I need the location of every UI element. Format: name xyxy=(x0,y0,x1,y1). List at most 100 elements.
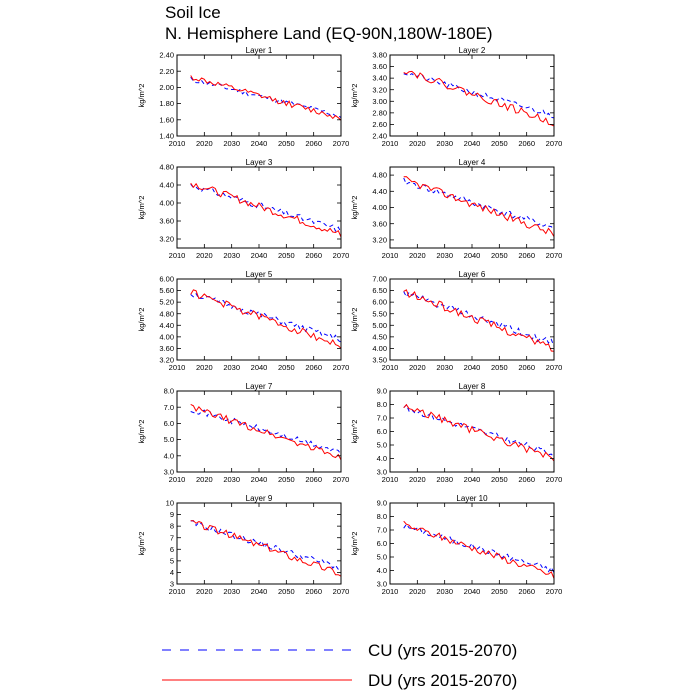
x-tick-label: 2040 xyxy=(251,587,268,596)
y-tick-label: 1.60 xyxy=(159,115,174,124)
y-tick-label: 3.0 xyxy=(377,580,387,589)
x-tick-label: 2010 xyxy=(169,475,186,484)
y-tick-label: 4.80 xyxy=(159,309,174,318)
x-tick-label: 2040 xyxy=(464,139,481,148)
x-tick-label: 2030 xyxy=(223,475,240,484)
y-tick-label: 2.00 xyxy=(159,83,174,92)
x-tick-label: 2010 xyxy=(169,251,186,260)
y-tick-label: 2.40 xyxy=(372,132,387,141)
x-tick-label: 2070 xyxy=(546,475,563,484)
y-tick-label: 7.0 xyxy=(164,403,174,412)
x-tick-label: 2070 xyxy=(333,587,350,596)
legend-label-cu: CU (yrs 2015-2070) xyxy=(368,641,517,660)
x-tick-label: 2020 xyxy=(409,139,426,148)
series-line-cu xyxy=(403,404,555,458)
series-line-cu xyxy=(403,291,555,347)
panel-title: Layer 8 xyxy=(459,382,486,391)
x-tick-label: 2010 xyxy=(169,363,186,372)
x-tick-label: 2010 xyxy=(382,251,399,260)
panel-layer-9: Layer 9 3 4 5 6 7 8 9 10 2010 2020 2030 2040 2050 2060… xyxy=(137,494,349,596)
x-tick-label: 2040 xyxy=(464,475,481,484)
y-tick-label: 8.0 xyxy=(377,512,387,521)
y-tick-label: 2.80 xyxy=(372,108,387,117)
y-tick-label: 4.40 xyxy=(159,321,174,330)
panel-layer-4: Layer 4 3.20 3.60 4.00 4.40 4.80 2010 2020 2030 2… xyxy=(350,158,562,260)
y-tick-label: 5.60 xyxy=(159,286,174,295)
y-tick-label: 3 xyxy=(170,580,174,589)
y-tick-label: 4.40 xyxy=(372,187,387,196)
x-tick-label: 2060 xyxy=(518,587,535,596)
y-tick-label: 1.40 xyxy=(159,132,174,141)
x-tick-label: 2040 xyxy=(464,363,481,372)
x-tick-label: 2010 xyxy=(382,363,399,372)
x-tick-label: 2060 xyxy=(305,475,322,484)
x-tick-label: 2070 xyxy=(546,363,563,372)
series-line-du xyxy=(190,75,342,121)
y-axis-label: kg/m^2 xyxy=(350,532,359,556)
y-axis-label: kg/m^2 xyxy=(350,196,359,220)
y-tick-label: 3.0 xyxy=(377,468,387,477)
y-axis-label: kg/m^2 xyxy=(137,420,146,444)
panel-title: Layer 7 xyxy=(246,382,273,391)
panel-layer-6: Layer 6 3.50 4.00 4.50 5.00 5.50 6.00 6.50 7.00 2… xyxy=(350,270,562,372)
y-tick-label: 3.20 xyxy=(159,356,174,365)
y-tick-label: 7.00 xyxy=(372,275,387,284)
y-tick-label: 3.80 xyxy=(372,51,387,60)
panel-title: Layer 3 xyxy=(246,158,273,167)
x-tick-label: 2020 xyxy=(409,251,426,260)
x-tick-label: 2020 xyxy=(196,251,213,260)
x-tick-label: 2070 xyxy=(546,251,563,260)
x-tick-label: 2050 xyxy=(278,251,295,260)
y-axis-label: kg/m^2 xyxy=(350,308,359,332)
x-tick-label: 2030 xyxy=(436,363,453,372)
legend: CU (yrs 2015-2070) DU (yrs 2015-2070) xyxy=(162,641,517,690)
x-tick-label: 2060 xyxy=(305,363,322,372)
y-tick-label: 4.00 xyxy=(159,199,174,208)
x-tick-label: 2030 xyxy=(223,251,240,260)
x-tick-label: 2040 xyxy=(251,363,268,372)
x-tick-label: 2050 xyxy=(278,363,295,372)
y-axis-label: kg/m^2 xyxy=(137,196,146,220)
y-tick-label: 3.20 xyxy=(159,235,174,244)
panel-layer-2: Layer 2 2.40 2.60 2.80 3.00 3.20 3.40 3.60 3.80 2… xyxy=(350,46,562,148)
y-tick-label: 3.50 xyxy=(372,356,387,365)
series-line-du xyxy=(403,289,555,352)
x-tick-label: 2060 xyxy=(518,475,535,484)
y-tick-label: 7.0 xyxy=(377,526,387,535)
y-tick-label: 4.0 xyxy=(164,451,174,460)
x-tick-label: 2020 xyxy=(196,475,213,484)
x-tick-label: 2060 xyxy=(305,251,322,260)
y-tick-label: 8.0 xyxy=(164,387,174,396)
series-line-du xyxy=(403,520,555,579)
y-tick-label: 6.50 xyxy=(372,286,387,295)
plot-frame xyxy=(389,278,555,361)
x-tick-label: 2050 xyxy=(278,475,295,484)
y-tick-label: 4.80 xyxy=(372,171,387,180)
x-tick-label: 2060 xyxy=(305,587,322,596)
x-tick-label: 2040 xyxy=(251,251,268,260)
x-tick-label: 2050 xyxy=(491,251,508,260)
x-tick-label: 2060 xyxy=(518,139,535,148)
y-tick-label: 6.00 xyxy=(159,275,174,284)
x-tick-label: 2050 xyxy=(491,139,508,148)
legend-label-du: DU (yrs 2015-2070) xyxy=(368,671,517,690)
y-tick-label: 5.0 xyxy=(377,441,387,450)
x-tick-label: 2050 xyxy=(278,587,295,596)
y-tick-label: 5 xyxy=(170,556,174,565)
x-tick-label: 2040 xyxy=(464,251,481,260)
y-tick-label: 5.20 xyxy=(159,298,174,307)
y-tick-label: 5.0 xyxy=(164,435,174,444)
x-tick-label: 2060 xyxy=(305,139,322,148)
y-tick-label: 6.0 xyxy=(377,427,387,436)
panel-layer-7: Layer 7 3.0 4.0 5.0 6.0 7.0 8.0 2010 2020 2030 204… xyxy=(137,382,349,484)
series-line-du xyxy=(190,289,342,349)
y-tick-label: 4.0 xyxy=(377,454,387,463)
x-tick-label: 2020 xyxy=(196,363,213,372)
y-tick-label: 3.20 xyxy=(372,85,387,94)
y-tick-label: 3.60 xyxy=(372,219,387,228)
plot-frame xyxy=(389,390,555,473)
y-tick-label: 9.0 xyxy=(377,499,387,508)
y-tick-label: 10 xyxy=(166,499,174,508)
